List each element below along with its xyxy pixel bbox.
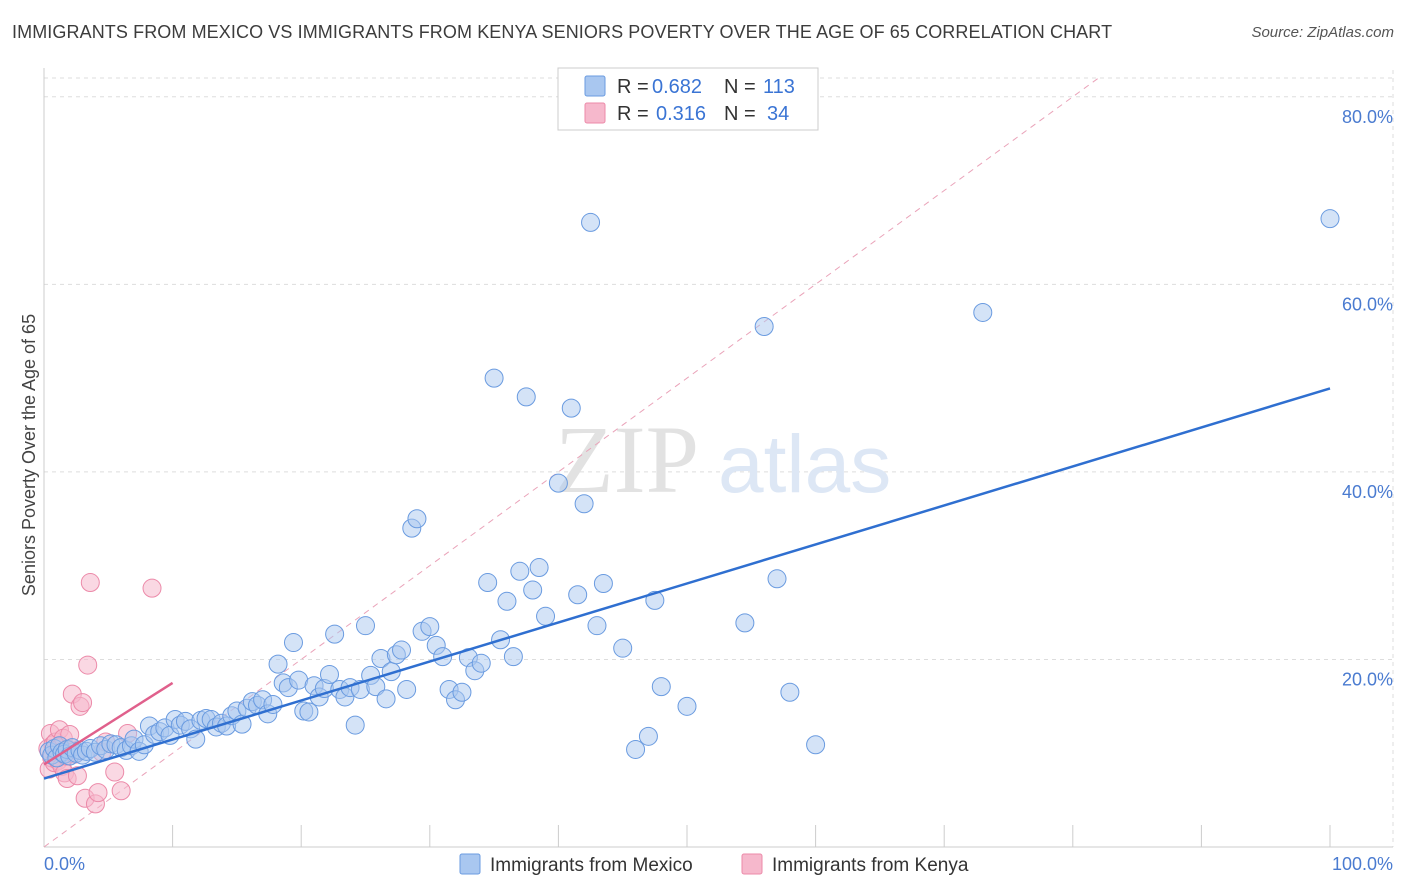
series-legend-swatch-mexico [459,853,481,875]
series-legend: Immigrants from Mexico Immigrants from K… [459,853,969,876]
legend-n-value-mexico: 113 [763,76,795,98]
axes [43,68,1393,848]
mexico-point-93 [503,647,523,667]
kenya-point-25 [80,573,100,593]
mexico-point-96 [523,580,543,600]
mexico-point-76 [397,679,417,699]
y-tick-label-2: 60.0% [1342,294,1393,314]
legend-swatch-mexico [584,75,606,97]
x-tick-label-min: 0.0% [44,854,85,874]
mexico-point-57 [299,702,319,722]
legend-r-value-mexico: 0.682 [652,76,702,98]
mexico-point-97 [529,558,549,578]
kenya-point-20 [67,766,87,786]
kenya-point-31 [111,781,131,801]
source-credit: Source: ZipAtlas.com [1251,24,1394,41]
mexico-point-106 [613,638,633,658]
mexico-point-95 [516,387,536,407]
reference-line [43,77,1099,848]
mexico-point-104 [587,616,607,636]
x-tick-labels: 0.0% 100.0% [44,854,1393,874]
mexico-point-89 [478,573,498,593]
x-tick-label-max: 100.0% [1332,854,1393,874]
legend-r-label-kenya: R = [617,103,649,125]
legend-swatch-kenya [584,102,606,124]
mexico-point-92 [497,591,517,611]
series-legend-label-kenya: Immigrants from Kenya [772,855,969,876]
trend-lines [43,387,1331,780]
mexico-point-117 [767,569,787,589]
mexico-point-107 [626,739,646,759]
mexico-point-54 [283,633,303,653]
mexico-point-118 [735,613,755,633]
mexico-point-100 [561,398,581,418]
watermark-zip: ZIP [555,406,699,513]
mexico-point-88 [471,653,491,673]
mexico-point-98 [536,606,556,626]
y-tick-label-3: 80.0% [1342,107,1393,127]
kenya-point-27 [88,783,108,803]
mexico-point-110 [651,677,671,697]
zipatlas-watermark: ZIP atlas [555,406,891,513]
legend-r-value-kenya: 0.316 [656,103,706,125]
kenya-point-30 [105,762,125,782]
y-tick-labels: 20.0% 40.0% 60.0% 80.0% [1342,107,1393,690]
mexico-point-101 [568,585,588,605]
mexico-point-66 [345,715,365,735]
watermark-atlas: atlas [718,419,891,510]
mexico-point-115 [1320,209,1340,229]
legend-r-label-mexico: R = [617,76,649,98]
mexico-point-102 [574,494,594,514]
mexico-point-103 [581,212,601,232]
y-axis-label: Seniors Poverty Over the Age of 65 [19,314,39,596]
mexico-point-62 [325,624,345,644]
mexico-point-80 [420,617,440,637]
y-tick-label-1: 40.0% [1342,482,1393,502]
mexico-point-78 [407,509,427,529]
kenya-point-33 [142,578,162,598]
mexico-point-111 [677,696,697,716]
series-legend-label-mexico: Immigrants from Mexico [490,855,693,876]
y-tick-label-0: 20.0% [1342,669,1393,689]
mexico-point-114 [973,302,993,322]
chart-title: IMMIGRANTS FROM MEXICO VS IMMIGRANTS FRO… [12,22,1113,42]
mexico-point-68 [356,616,375,636]
mexico-point-85 [452,682,472,702]
mexico-point-94 [510,561,530,581]
mexico-point-72 [376,689,396,709]
mexico-point-51 [268,654,288,674]
series-legend-swatch-kenya [741,853,763,875]
correlation-legend: R = 0.682 N = 113 R = 0.316 N = 34 [557,67,819,131]
kenya-point-22 [73,693,93,713]
legend-n-label-mexico: N = [724,76,756,98]
mexico-point-90 [484,368,504,388]
mexico-point-99 [548,473,568,493]
reference-diagonal-line [43,77,1099,848]
legend-n-value-kenya: 34 [767,103,789,125]
mexico-point-112 [780,682,800,702]
kenya-trend-line [43,681,174,766]
mexico-point-113 [806,735,826,755]
kenya-points [38,573,162,814]
mexico-point-108 [638,726,658,746]
kenya-point-24 [78,655,98,675]
legend-n-label-kenya: N = [724,103,756,125]
mexico-point-105 [593,573,613,593]
mexico-point-116 [754,317,774,337]
mexico-point-75 [392,640,412,660]
mexico-trend-line [43,387,1331,780]
mexico-point-61 [319,664,339,684]
